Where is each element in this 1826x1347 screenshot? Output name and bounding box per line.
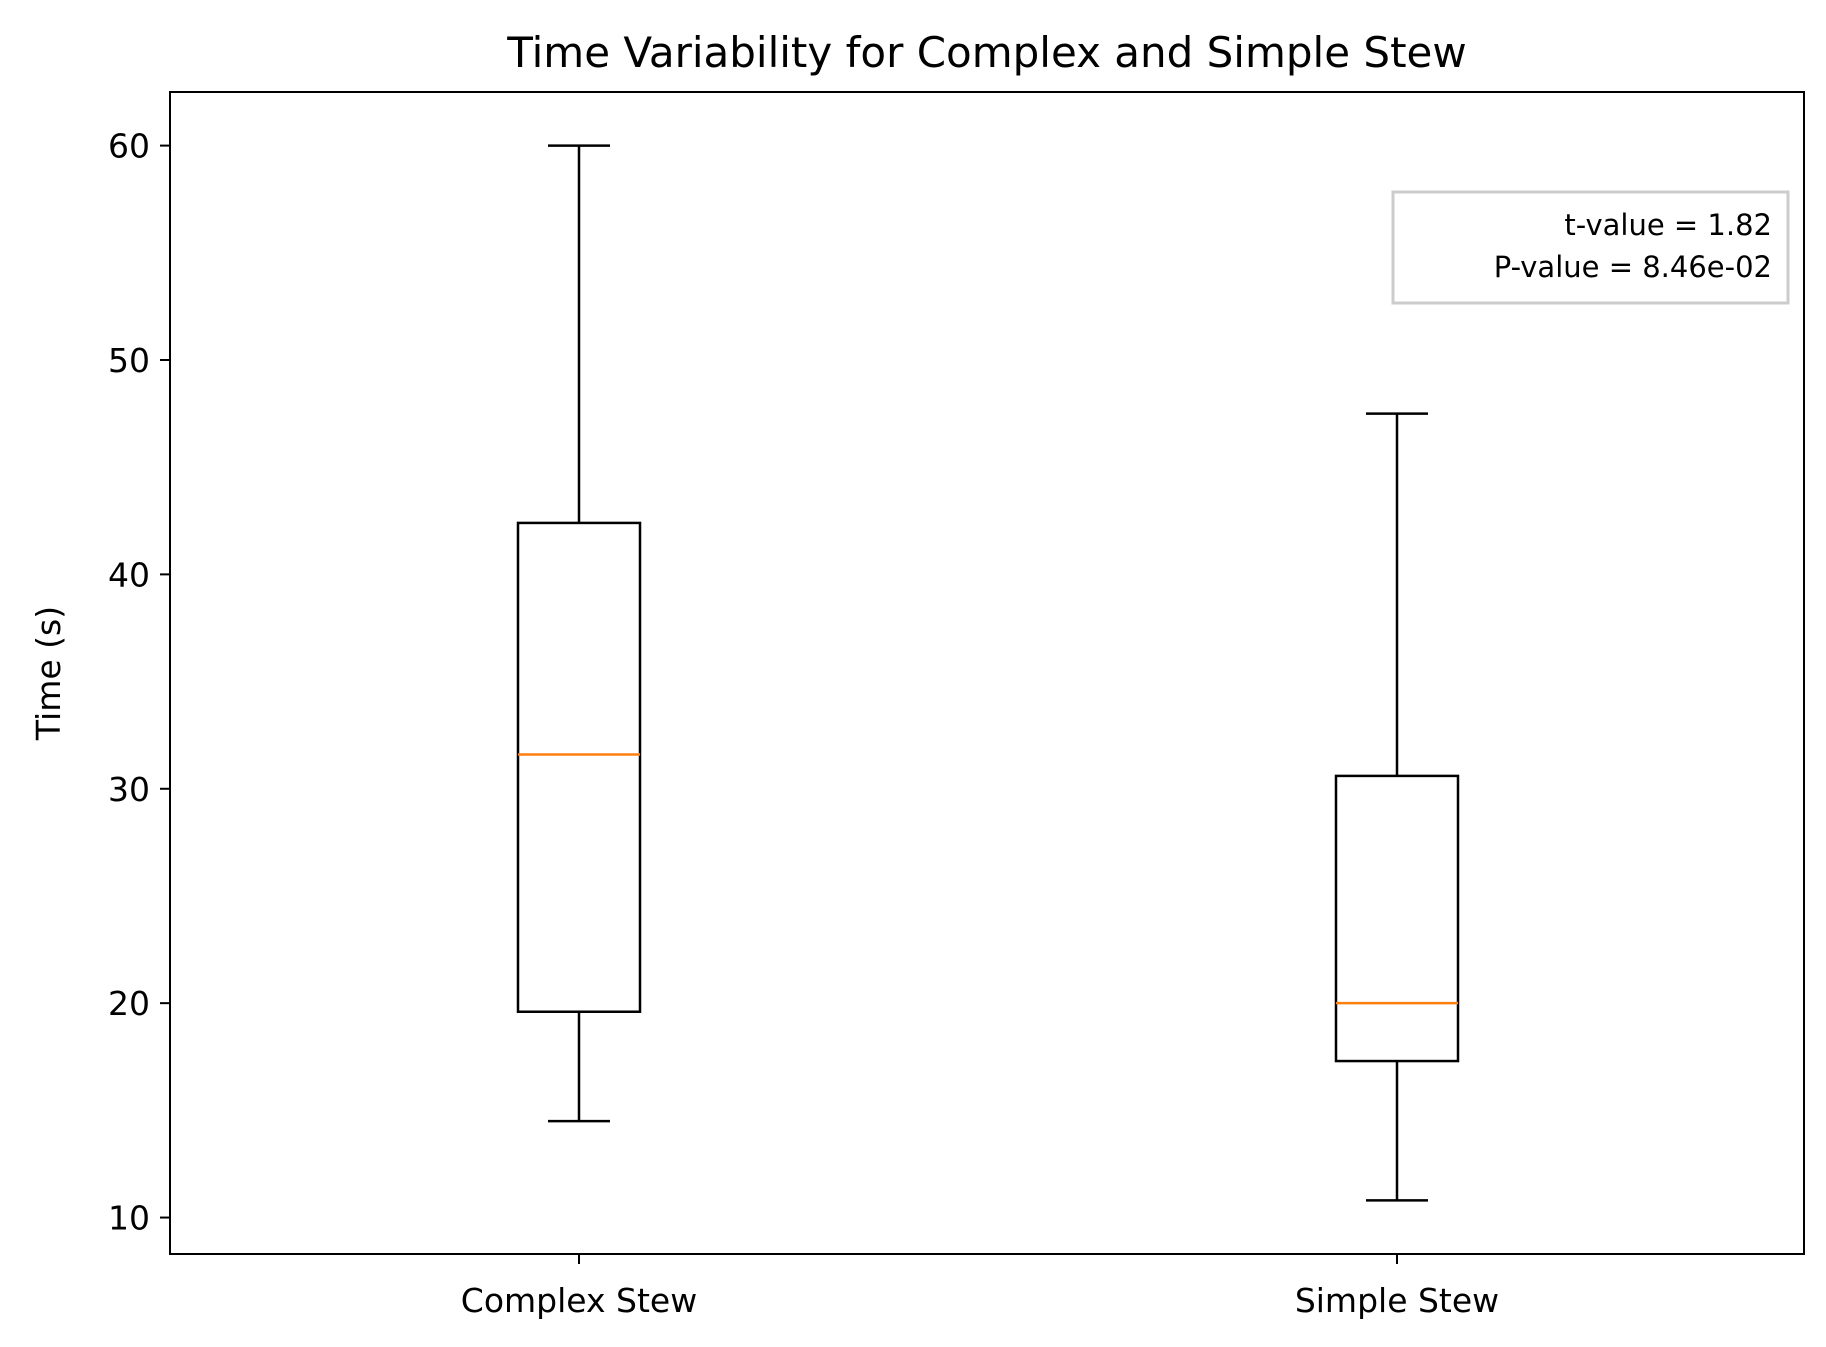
y-tick-label: 50 <box>108 341 150 380</box>
box-1 <box>516 144 642 1123</box>
p-value-text: P-value = 8.46e-02 <box>1494 250 1772 284</box>
box-series <box>516 144 1460 1202</box>
box-2 <box>1334 412 1460 1202</box>
y-tick-label: 10 <box>108 1199 150 1238</box>
t-value-text: t-value = 1.82 <box>1564 208 1772 242</box>
x-tick-label: Simple Stew <box>1295 1281 1499 1320</box>
y-tick-label: 20 <box>108 984 150 1023</box>
x-tick-label: Complex Stew <box>461 1281 697 1320</box>
plot-area-frame <box>169 91 1805 1255</box>
y-tick-label: 30 <box>108 770 150 809</box>
iqr-box <box>1334 774 1460 1063</box>
y-axis-label: Time (s) <box>29 606 68 741</box>
y-tick-label: 60 <box>108 127 150 166</box>
y-tick-label: 40 <box>108 555 150 594</box>
chart-title: Time Variability for Complex and Simple … <box>506 28 1466 77</box>
y-axis-ticks: 10 20 30 40 50 60 <box>108 127 170 1238</box>
stat-annotation-frame <box>1391 190 1790 305</box>
iqr-box <box>516 521 642 1013</box>
x-axis-ticks: Complex Stew Simple Stew <box>461 1254 1499 1320</box>
stat-annotation-box: t-value = 1.82 P-value = 8.46e-02 <box>1391 190 1790 305</box>
